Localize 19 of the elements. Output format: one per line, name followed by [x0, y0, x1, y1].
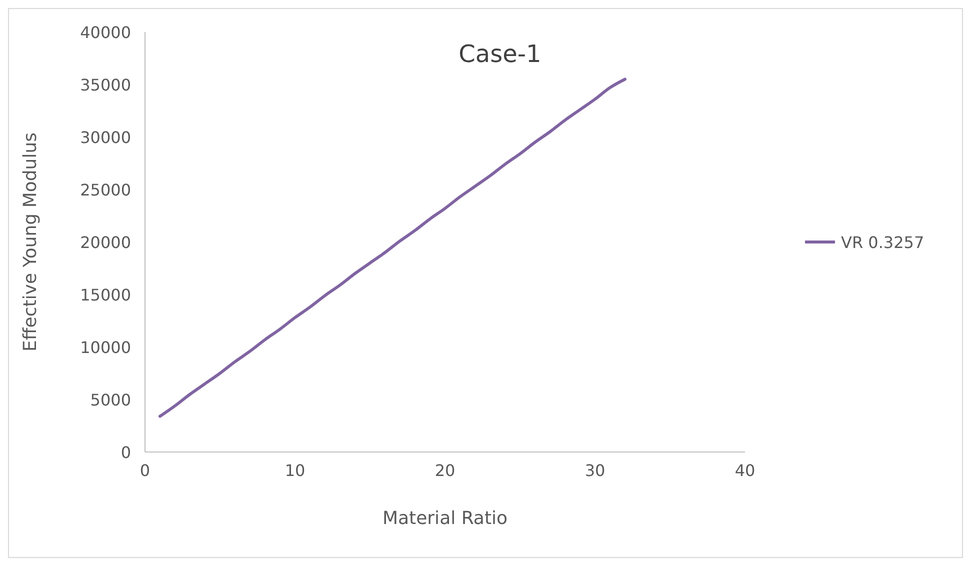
y-tick-label: 20000 [80, 233, 131, 252]
legend-label: VR 0.3257 [841, 233, 924, 252]
y-tick-label: 40000 [80, 23, 131, 42]
y-axis-title: Effective Young Modulus [20, 132, 41, 352]
x-tick-label: 20 [434, 461, 456, 480]
y-tick-label: 5000 [90, 390, 131, 410]
x-tick-label: 30 [584, 461, 606, 480]
y-tick-label: 15000 [80, 286, 131, 304]
y-tick-label: 0 [120, 443, 131, 462]
x-tick-label: 10 [284, 461, 306, 480]
x-axis-title: Material Ratio [382, 508, 508, 529]
y-tick-label: 25000 [80, 180, 131, 200]
x-tick-label: 40 [734, 461, 756, 480]
chart-title: Case-1 [458, 40, 542, 68]
y-tick-label: 10000 [80, 338, 131, 357]
x-tick-label: 0 [140, 461, 150, 480]
y-tick-label: 30000 [80, 128, 131, 147]
y-tick-label: 35000 [80, 76, 131, 94]
line-series [158, 78, 626, 418]
